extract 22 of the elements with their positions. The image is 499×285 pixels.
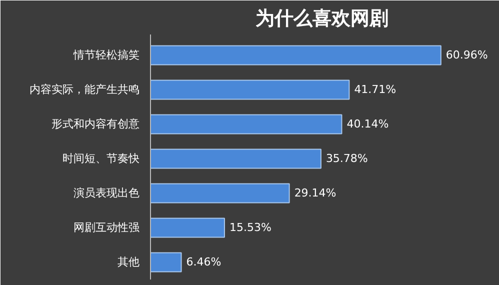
y-tick-label: 演员表现出色 <box>74 186 140 200</box>
data-label: 35.78% <box>326 152 368 166</box>
y-tick-label: 时间短、节奏快 <box>62 152 140 166</box>
bar <box>150 45 442 66</box>
y-tick-label: 形式和内容有创意 <box>52 118 140 131</box>
data-label: 41.71% <box>354 83 396 96</box>
bar <box>150 148 322 169</box>
data-label: 60.96% <box>446 48 488 62</box>
chart-title: 为什么喜欢网剧 <box>256 8 388 30</box>
y-tick-label: 情节轻松搞笑 <box>72 48 140 62</box>
bar <box>150 114 342 134</box>
data-label: 40.14% <box>346 118 389 131</box>
bar <box>150 252 182 272</box>
y-tick-label: 内容实际，能产生共鸣 <box>30 83 140 96</box>
data-label: 29.14% <box>294 186 336 200</box>
y-tick-label: 网剧互动性强 <box>74 221 140 234</box>
data-label: 15.53% <box>229 221 272 234</box>
bar <box>150 218 225 238</box>
bar <box>150 80 350 100</box>
y-tick-label: 其他 <box>118 256 140 269</box>
bar <box>150 183 290 204</box>
data-label: 6.46% <box>186 256 222 269</box>
